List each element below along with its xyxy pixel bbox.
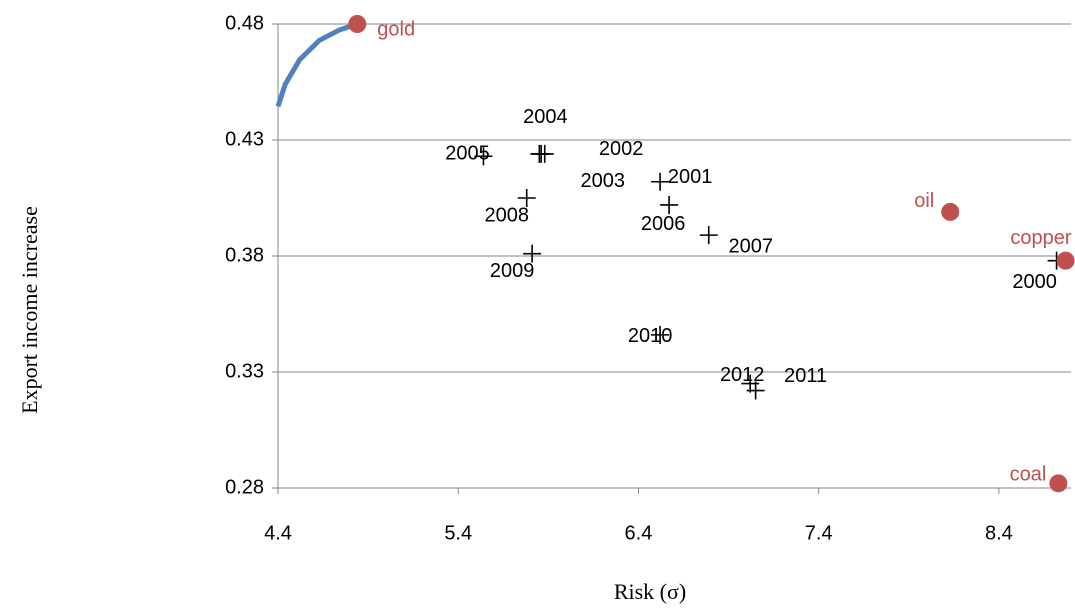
x-tick-label: 6.4 [625,522,653,544]
commodity-label: copper [1010,227,1071,249]
year-label: 2005 [445,143,490,165]
y-tick-label: 0.48 [225,12,264,34]
year-label: 2001 [668,166,713,188]
year-point [535,144,554,163]
year-label: 2002 [599,138,644,160]
commodity-label: gold [377,18,415,40]
y-tick-label: 0.38 [225,244,264,266]
year-point [660,195,679,214]
year-label: 2010 [628,325,673,347]
year-label: 2012 [720,364,765,386]
year-label: 2004 [523,106,568,128]
year-label: 2007 [728,235,773,257]
x-tick-label: 4.4 [264,522,292,544]
commodity-point [348,15,367,33]
year-point [699,226,718,245]
y-tick-label: 0.43 [225,128,264,150]
year-point [523,244,542,263]
x-tick-label: 8.4 [985,522,1013,544]
commodity-point [1049,474,1068,493]
year-point [651,172,670,191]
x-axis-label: Risk (σ) [614,579,686,604]
year-point [746,381,765,400]
x-tick-label: 7.4 [805,522,833,544]
year-label: 2009 [490,260,535,282]
year-label: 2006 [641,213,686,235]
commodity-point [1056,251,1075,270]
year-label: 2008 [484,204,529,226]
y-tick-label: 0.28 [225,476,264,498]
y-tick-label: 0.33 [225,360,264,382]
year-label: 2000 [1012,271,1057,293]
curve [275,21,359,108]
year-label: 2011 [784,365,827,387]
commodity-point [941,202,960,221]
year-point [474,147,493,166]
year-label: 2003 [580,170,625,192]
commodity-label: coal [1010,464,1047,486]
year-point [517,189,536,207]
commodity-label: oil [914,190,934,212]
y-axis-label: Export income increase [17,206,42,414]
year-point [651,325,670,344]
x-tick-label: 5.4 [444,522,472,544]
